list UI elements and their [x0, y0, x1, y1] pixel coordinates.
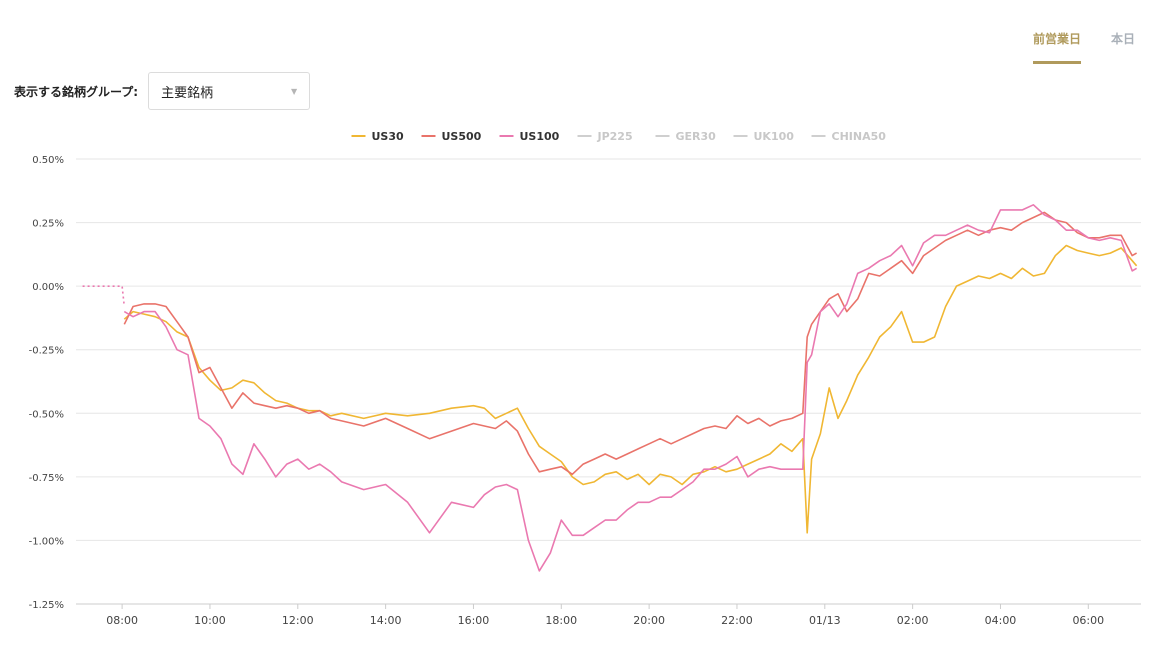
x-tick-label: 08:00: [106, 614, 138, 627]
y-tick-label: 0.00%: [32, 282, 64, 293]
y-tick-label: -1.00%: [29, 536, 64, 547]
x-tick-label: 01/13: [809, 614, 841, 627]
x-tick-label: 02:00: [897, 614, 929, 627]
group-selector-row: 表示する銘柄グループ: 主要銘柄 ▼: [14, 72, 311, 110]
group-select[interactable]: 主要銘柄 ▼: [148, 72, 311, 110]
y-tick-label: -0.25%: [29, 346, 64, 357]
x-tick-label: 12:00: [282, 614, 314, 627]
x-tick-label: 20:00: [633, 614, 665, 627]
legend-item-us500[interactable]: US500: [442, 130, 482, 143]
day-tabs: 前営業日 本日: [1032, 28, 1135, 64]
y-tick-label: -1.25%: [29, 600, 64, 611]
x-tick-label: 14:00: [370, 614, 402, 627]
x-tick-label: 16:00: [458, 614, 490, 627]
x-tick-label: 18:00: [545, 614, 577, 627]
x-tick-label: 06:00: [1072, 614, 1104, 627]
series-line-us500: [123, 211, 1137, 476]
legend-item-uk100[interactable]: UK100: [754, 130, 795, 143]
group-selector-label: 表示する銘柄グループ:: [14, 84, 139, 99]
legend-item-jp225[interactable]: JP225: [597, 130, 633, 143]
legend-item-us30[interactable]: US30: [372, 130, 405, 143]
tab-previous-business-day[interactable]: 前営業日: [1032, 28, 1081, 64]
group-select-value: 主要銘柄: [161, 85, 214, 101]
series-line-us100: [123, 204, 1138, 572]
y-tick-label: -0.75%: [29, 473, 64, 484]
x-tick-label: 04:00: [985, 614, 1017, 627]
legend-item-ger30[interactable]: GER30: [676, 130, 717, 143]
series-line-us30: [123, 244, 1138, 534]
tab-today[interactable]: 本日: [1110, 32, 1135, 46]
legend-item-us100[interactable]: US100: [520, 130, 560, 143]
x-tick-label: 10:00: [194, 614, 226, 627]
chevron-down-icon: ▼: [290, 86, 298, 96]
prelude-dotted-line: [82, 285, 126, 307]
legend-item-china50[interactable]: CHINA50: [832, 130, 887, 143]
y-tick-label: 0.25%: [32, 219, 64, 230]
x-tick-label: 22:00: [721, 614, 753, 627]
y-tick-label: 0.50%: [32, 155, 64, 166]
y-tick-label: -0.50%: [29, 409, 64, 420]
